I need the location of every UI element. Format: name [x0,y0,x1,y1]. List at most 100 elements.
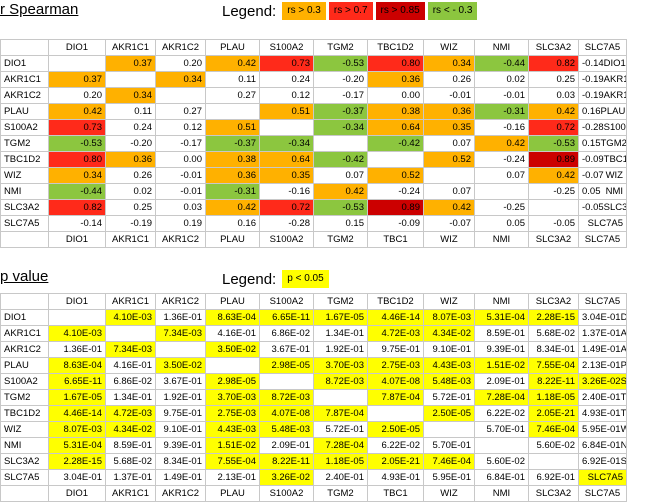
table-row: PLAU 8.63E-04 4.16E-01 3.50E-02 2.98E-05 3.70… [0,357,627,374]
data-cell: -0.01 [474,87,529,104]
data-cell [313,135,368,152]
data-cell: 0.89 [367,199,424,216]
data-cell: 1.18E-05 [313,453,368,470]
corner-cell [0,231,49,248]
table-row: S100A2 0.73 0.24 0.12 0.51 -0.34 0.64 0.35 -0.16… [0,119,627,136]
data-cell: -0.05 [528,215,579,232]
column-footer: AKR1C2 [155,231,206,248]
footer-row: DIO1 AKR1C1 AKR1C2 PLAU S100A2 TGM2 TBC1 WIZ NMI… [0,231,627,248]
data-cell: 4.10E-03 [48,325,106,342]
column-header: AKR1C2 [155,293,206,310]
data-cell [48,55,106,72]
table-row: SLC3A2 2.28E-15 5.68E-02 8.34E-01 7.55E-04 8.… [0,453,627,470]
row-label-right: NMI [621,440,626,451]
data-cell: -0.01 [155,183,206,200]
data-cell: 0.35 [259,167,314,184]
data-cell: 0.00 [367,87,424,104]
data-cell: -0.14 [48,215,106,232]
data-cell-value: 3.26E-02 [582,375,621,387]
data-cell: -0.24 [367,183,424,200]
data-cell: -0.19AKR1C2 [578,87,627,104]
data-cell: 2.05E-21 [528,405,579,422]
row-label: NMI [0,183,49,200]
data-cell: 0.26 [423,71,475,88]
data-cell: 0.42 [528,103,579,120]
data-cell [474,183,529,200]
row-label: TBC1D2 [0,405,49,422]
data-cell: -0.07 [423,215,475,232]
data-cell-value: 4.93E-01 [582,407,621,419]
data-cell: 8.07E-03 [48,421,106,438]
data-cell: -0.44 [48,183,106,200]
row-label-right: NMI [605,185,623,197]
row-label: AKR1C2 [0,341,49,358]
column-header: WIZ [423,293,475,310]
data-cell: 8.34E-01 [155,453,206,470]
data-cell: 0.82 [48,199,106,216]
data-cell: 5.68E-02 [528,325,579,342]
data-cell-value: 1.49E-01 [582,343,621,355]
data-cell: 0.24 [105,119,156,136]
column-footer: TBC1 [367,485,424,502]
column-footer: TGM2 [313,485,368,502]
pvalue-legend-label: Legend: [222,270,277,288]
data-cell: 8.59E-01 [105,437,156,454]
data-cell: 8.34E-01 [528,341,579,358]
data-cell-value: 0.15 [582,137,601,149]
data-cell: 3.04E-01 [48,469,106,486]
column-header: TBC1D2 [367,39,424,56]
data-cell: 7.55E-04 [205,453,260,470]
row-label: TGM2 [0,389,49,406]
data-cell: 1.18E-05 [528,389,579,406]
data-cell: 0.36 [367,71,424,88]
data-cell: 8.72E-03 [259,389,314,406]
spearman-table: DIO1 AKR1C1 AKR1C2 PLAU S100A2 TGM2 TBC1D2 WIZ N… [0,39,627,248]
data-cell [313,389,368,406]
data-cell: 4.93E-01 [367,469,424,486]
legend-item: rs > 0.7 [328,2,373,20]
data-cell: 0.26 [105,167,156,184]
data-cell: 5.31E-04 [474,309,529,326]
row-label-right: AKR1C2 [603,89,626,101]
table-row: DIO1 4.10E-03 1.36E-01 8.63E-04 6.65E-11 1.67… [0,309,627,326]
data-cell [259,373,314,390]
pvalue-legend: Legend: p < 0.05 [222,270,332,288]
data-cell: 5.60E-02 [474,453,529,470]
data-cell: 7.46E-04 [423,453,475,470]
data-cell: 6.65E-11 [48,373,106,390]
data-cell: -0.53 [528,135,579,152]
data-cell: 2.40E-01TGM2 [578,389,627,406]
column-footer: DIO1 [48,485,106,502]
data-cell: 8.63E-04 [205,309,260,326]
data-cell: 0.72 [528,119,579,136]
data-cell: -0.34 [313,119,368,136]
data-cell: 0.25 [528,71,579,88]
data-cell: 2.28E-15 [48,453,106,470]
data-cell [367,405,424,422]
data-cell: 2.98E-05 [205,373,260,390]
data-cell: 0.05 NMI [578,183,627,200]
table-row: WIZ 0.34 0.26 -0.01 0.36 0.35 0.07 0.52 0.07 0.42… [0,167,627,184]
column-footer: WIZ [423,485,475,502]
data-cell: -0.01 [423,87,475,104]
column-header: AKR1C1 [105,39,156,56]
corner-cell [0,293,49,310]
data-cell: 9.10E-01 [155,421,206,438]
data-cell: 0.15 TGM2 [578,135,627,152]
data-cell [528,199,579,216]
data-cell: 1.37E-01 [105,469,156,486]
data-cell: 0.73 [48,119,106,136]
data-cell [474,437,529,454]
pvalue-title: p value [0,268,49,285]
data-cell: 3.70E-03 [313,357,368,374]
column-footer: S100A2 [259,485,314,502]
data-cell: -0.19 [105,215,156,232]
data-cell: 0.38 [205,151,260,168]
data-cell: 7.28E-04 [474,389,529,406]
data-cell: 0.34 [105,87,156,104]
data-cell: 3.70E-03 [205,389,260,406]
data-cell [205,103,260,120]
row-label: AKR1C1 [0,71,49,88]
column-header: TBC1D2 [367,293,424,310]
data-cell: -0.28S100A2 [578,119,627,136]
